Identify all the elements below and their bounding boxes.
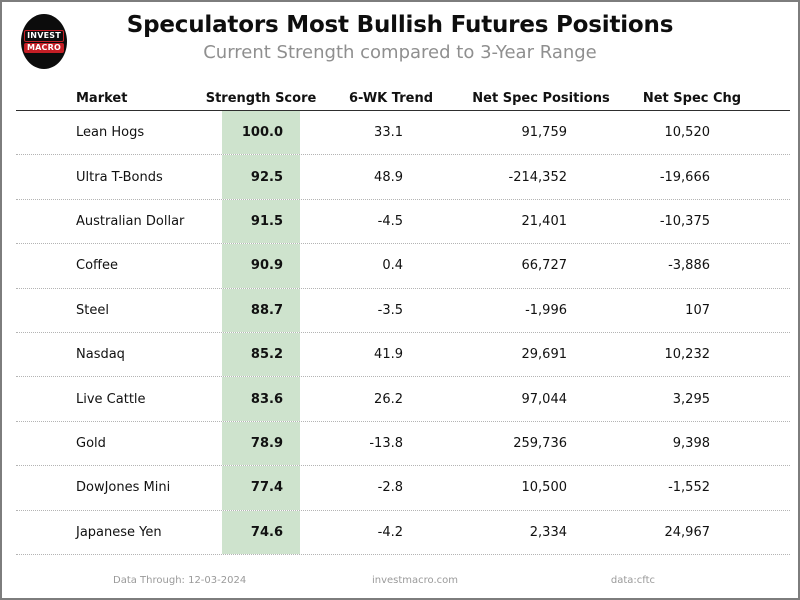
footer-data-through: Data Through: 12-03-2024	[113, 575, 247, 586]
strength-score-cell: 83.6	[196, 377, 326, 421]
table-row: Coffee 90.9 0.4 66,727 -3,886	[16, 244, 790, 289]
strength-score-cell: 77.4	[196, 466, 326, 510]
net-change-cell: -10,375	[659, 213, 710, 229]
column-header-strength-score: Strength Score	[205, 90, 317, 106]
strength-score-cell: 88.7	[196, 288, 326, 332]
market-cell: Gold	[76, 435, 106, 451]
table-row: Nasdaq 85.2 41.9 29,691 10,232	[16, 332, 790, 378]
net-change-cell: -1,552	[668, 480, 710, 496]
column-header-net-spec-chg: Net Spec Chg	[642, 90, 742, 106]
footer: Data Through: 12-03-2024 investmacro.com…	[2, 575, 798, 591]
trend-cell: -3.5	[377, 302, 403, 318]
trend-cell: 0.4	[382, 258, 403, 274]
trend-cell: -4.2	[377, 524, 403, 540]
trend-cell: 41.9	[374, 347, 403, 363]
net-positions-cell: 91,759	[521, 125, 568, 141]
logo-text-macro: MACRO	[24, 43, 64, 53]
net-change-cell: 3,295	[672, 391, 710, 407]
table-header-row: Market Strength Score 6-WK Trend Net Spe…	[16, 86, 790, 111]
net-positions-cell: 10,500	[521, 480, 568, 496]
net-positions-cell: 2,334	[529, 524, 567, 540]
net-positions-cell: -214,352	[508, 169, 567, 185]
net-change-cell: 10,520	[664, 125, 711, 141]
column-header-net-spec-positions: Net Spec Positions	[472, 90, 610, 106]
strength-score-cell: 74.6	[196, 510, 326, 554]
footer-website: investmacro.com	[371, 575, 459, 586]
net-change-cell: 9,398	[672, 435, 710, 451]
market-cell: Nasdaq	[76, 347, 125, 363]
net-positions-cell: 259,736	[513, 435, 567, 451]
market-cell: Ultra T-Bonds	[76, 169, 163, 185]
footer-data-source: data:cftc	[610, 575, 655, 586]
strength-score-cell: 100.0	[196, 111, 326, 155]
table-row: Australian Dollar 91.5 -4.5 21,401 -10,3…	[16, 199, 790, 245]
page-title: Speculators Most Bullish Futures Positio…	[126, 12, 674, 38]
trend-cell: -4.5	[377, 213, 403, 229]
trend-cell: -13.8	[369, 435, 403, 451]
table-row: Ultra T-Bonds 92.5 48.9 -214,352 -19,666	[16, 155, 790, 200]
net-positions-cell: 97,044	[521, 391, 568, 407]
strength-score-cell: 85.2	[196, 332, 326, 377]
net-positions-cell: -1,996	[525, 302, 567, 318]
trend-cell: 26.2	[374, 391, 403, 407]
strength-score-cell: 91.5	[196, 199, 326, 244]
net-change-cell: 24,967	[664, 524, 711, 540]
column-header-market: Market	[76, 90, 128, 106]
strength-score-cell: 92.5	[196, 155, 326, 199]
market-cell: DowJones Mini	[76, 480, 171, 496]
table-row: Steel 88.7 -3.5 -1,996 107	[16, 288, 790, 333]
net-change-cell: -3,886	[668, 258, 710, 274]
net-change-cell: 10,232	[664, 347, 711, 363]
net-positions-cell: 21,401	[521, 213, 568, 229]
strength-score-cell: 78.9	[196, 421, 326, 466]
trend-cell: 33.1	[374, 125, 403, 141]
logo-text-invest: INVEST	[24, 30, 64, 42]
net-change-cell: 107	[685, 302, 710, 318]
table-row: Live Cattle 83.6 26.2 97,044 3,295	[16, 377, 790, 422]
investmacro-logo: INVEST MACRO	[21, 14, 67, 69]
market-cell: Steel	[76, 302, 109, 318]
table-row: Japanese Yen 74.6 -4.2 2,334 24,967	[16, 510, 790, 555]
market-cell: Coffee	[76, 258, 118, 274]
column-header-6wk-trend: 6-WK Trend	[348, 90, 434, 106]
market-cell: Lean Hogs	[76, 125, 145, 141]
futures-positions-table: Market Strength Score 6-WK Trend Net Spe…	[16, 86, 790, 555]
trend-cell: 48.9	[374, 169, 403, 185]
table-row: Gold 78.9 -13.8 259,736 9,398	[16, 421, 790, 467]
net-positions-cell: 66,727	[521, 258, 568, 274]
table-row: DowJones Mini 77.4 -2.8 10,500 -1,552	[16, 466, 790, 511]
table-row: Lean Hogs 100.0 33.1 91,759 10,520	[16, 111, 790, 156]
strength-score-cell: 90.9	[196, 244, 326, 288]
market-cell: Live Cattle	[76, 391, 146, 407]
net-change-cell: -19,666	[659, 169, 710, 185]
trend-cell: -2.8	[377, 480, 403, 496]
market-cell: Japanese Yen	[76, 524, 162, 540]
net-positions-cell: 29,691	[521, 347, 568, 363]
page-subtitle: Current Strength compared to 3-Year Rang…	[203, 42, 597, 63]
market-cell: Australian Dollar	[76, 213, 185, 229]
